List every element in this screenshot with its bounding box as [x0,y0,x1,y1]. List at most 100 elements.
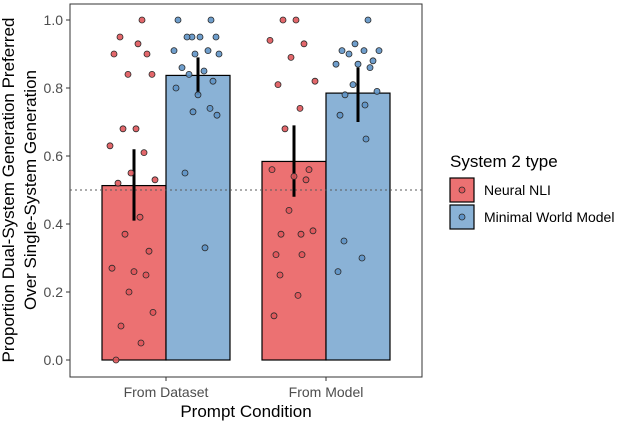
data-point [287,54,295,61]
x-axis-title: Prompt Condition [180,402,311,421]
data-point [345,50,353,58]
data-point [309,227,317,235]
data-point [281,125,289,133]
data-point [134,40,142,48]
y-axis-title-line: Over Single-System Generation [21,70,40,310]
data-point [181,169,189,177]
data-point [149,308,157,316]
data-point [298,251,306,259]
data-point [311,77,319,85]
data-point [364,16,372,24]
legend-label: Minimal World Model [484,209,614,225]
y-axis-title-line: Proportion Dual-System Generation Prefer… [0,18,18,363]
data-point [349,81,357,88]
data-point [130,268,138,276]
data-point [145,247,153,255]
data-point [119,125,127,133]
data-point [172,84,180,92]
data-point [209,77,217,85]
y-axis: 0.0 0.2 0.4 0.6 0.8 1.0 [44,12,70,368]
data-point [302,176,310,184]
data-point [215,50,223,58]
data-point [369,57,377,65]
data-point [266,37,274,44]
data-point [294,291,302,299]
data-point [206,105,214,112]
data-point [341,91,349,99]
y-tick-label: 1.0 [44,12,64,28]
data-point [201,244,209,252]
data-point [132,125,140,133]
legend-label: Neural NLI [484,182,551,198]
data-point [114,179,122,187]
data-point [183,33,191,41]
data-point [196,33,204,41]
data-point [366,64,374,71]
data-point [200,67,208,75]
y-tick-label: 0.2 [44,284,64,300]
data-point [361,101,369,109]
y-tick-label: 0.4 [44,216,64,232]
data-point [290,172,298,180]
plot-panel [69,3,423,378]
legend-title: System 2 type [450,152,558,171]
data-point [140,149,148,157]
data-point [297,230,305,238]
x-tick-label: From Dataset [124,384,209,400]
data-point [189,108,197,116]
data-point [138,16,146,24]
data-point [332,60,340,68]
data-point [212,33,220,41]
data-point [151,176,159,184]
data-point [276,271,284,279]
legend: System 2 type Neural NLI Minimal World Mod… [449,152,614,230]
data-point [305,166,313,174]
data-point [106,142,114,150]
data-point [270,312,278,320]
data-point [285,206,293,214]
data-point [338,47,346,54]
data-point [213,111,221,119]
data-point [292,16,300,24]
data-point [142,271,150,279]
data-point [351,40,359,48]
data-point [279,16,287,24]
data-point [125,288,133,296]
y-axis-title: Proportion Dual-System Generation Prefer… [0,18,40,363]
data-point [117,322,125,330]
data-point [178,64,186,71]
data-point [274,81,282,88]
x-axis: From Dataset From Model [124,377,364,400]
data-point [194,91,202,99]
data-point [277,230,285,238]
data-point [170,47,178,54]
data-point [373,88,381,95]
data-point [143,50,151,58]
data-point [268,166,276,174]
data-point [375,47,383,54]
legend-key-point [458,186,466,194]
data-point [340,237,348,245]
data-point [334,268,342,276]
bar [325,92,391,361]
data-point [358,254,366,262]
data-point [296,105,304,112]
data-point [354,60,362,68]
data-point [272,251,280,259]
x-tick-label: From Model [289,384,364,400]
data-point [112,356,120,364]
data-point [362,135,370,143]
data-point [185,71,193,78]
y-tick-label: 0.8 [44,80,64,96]
data-point [116,33,124,41]
data-point [336,111,344,119]
data-point [148,71,156,78]
data-point [300,40,308,48]
legend-key-point [458,213,466,221]
bar [165,74,231,361]
data-point [124,71,132,78]
data-point [174,16,182,24]
data-point [127,169,135,177]
data-point [207,16,215,24]
